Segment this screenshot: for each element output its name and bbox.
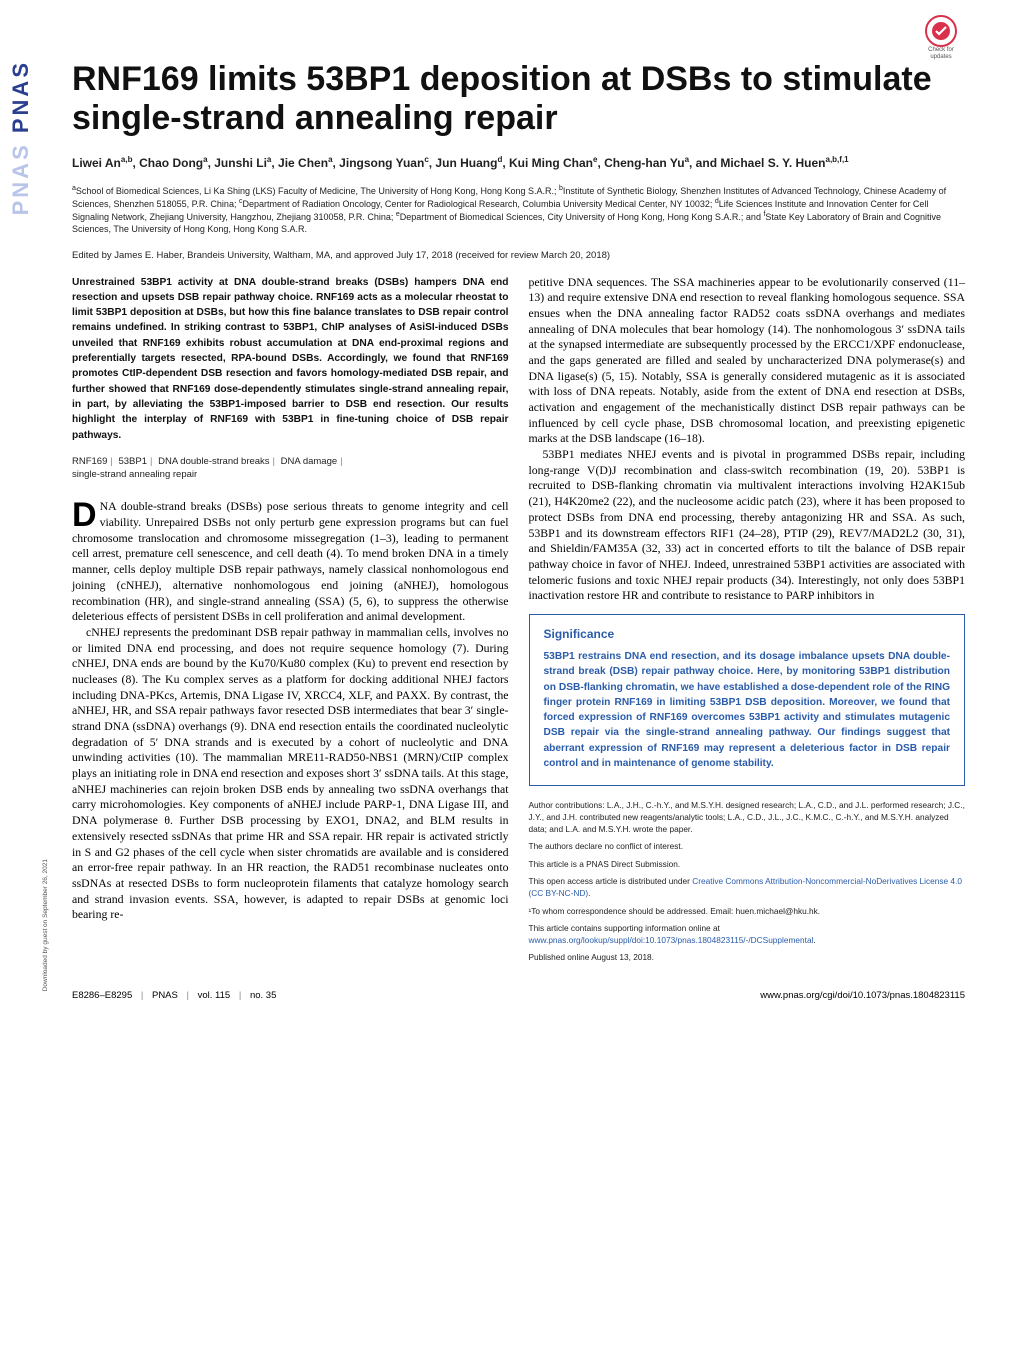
body-text-left: DNA double-strand breaks (DSBs) pose ser… — [72, 499, 509, 923]
correspondence: ¹To whom correspondence should be addres… — [529, 906, 966, 918]
keyword-4: DNA damage — [281, 456, 338, 467]
affiliations: aSchool of Biomedical Sciences, Li Ka Sh… — [72, 184, 965, 236]
direct-submission: This article is a PNAS Direct Submission… — [529, 859, 966, 871]
check-updates-label2: updates — [917, 54, 965, 61]
supplemental-link[interactable]: www.pnas.org/lookup/suppl/doi:10.1073/pn… — [529, 935, 814, 945]
supplemental-line: This article contains supporting informa… — [529, 923, 966, 946]
dropcap: D — [72, 501, 97, 530]
footer-journal: PNAS — [152, 990, 178, 1001]
keyword-5: single-strand annealing repair — [72, 469, 197, 480]
pnas-logo-sidebar: PNAS PNAS — [8, 60, 38, 215]
footer-no: no. 35 — [250, 990, 276, 1001]
body-right-p1: petitive DNA sequences. The SSA machiner… — [529, 275, 966, 448]
body-left-p1: NA double-strand breaks (DSBs) pose seri… — [72, 499, 509, 623]
pnas-logo-main: PNAS — [8, 60, 33, 133]
article-title: RNF169 limits 53BP1 deposition at DSBs t… — [72, 60, 965, 138]
check-for-updates-badge[interactable]: Check for updates — [917, 15, 965, 63]
right-column: petitive DNA sequences. The SSA machiner… — [529, 275, 966, 971]
footer-pages: E8286–E8295 — [72, 990, 132, 1001]
keywords: RNF169| 53BP1| DNA double-strand breaks|… — [72, 455, 509, 482]
edited-by: Edited by James E. Haber, Brandeis Unive… — [72, 250, 965, 261]
footer-vol: vol. 115 — [198, 990, 231, 1001]
keyword-2: 53BP1 — [118, 456, 147, 467]
page-footer: E8286–E8295 | PNAS | vol. 115 | no. 35 w… — [72, 986, 965, 1001]
pnas-logo-shadow: PNAS — [8, 142, 33, 215]
license-line: This open access article is distributed … — [529, 876, 966, 899]
keyword-3: DNA double-strand breaks — [158, 456, 269, 467]
body-right-p2: 53BP1 mediates NHEJ events and is pivota… — [529, 447, 966, 604]
keyword-1: RNF169 — [72, 456, 107, 467]
authors-list: Liwei Ana,b, Chao Donga, Junshi Lia, Jie… — [72, 154, 965, 172]
significance-box: Significance 53BP1 restrains DNA end res… — [529, 614, 966, 786]
significance-heading: Significance — [544, 627, 951, 641]
left-column: Unrestrained 53BP1 activity at DNA doubl… — [72, 275, 509, 971]
check-updates-icon — [925, 15, 957, 47]
footer-left: E8286–E8295 | PNAS | vol. 115 | no. 35 — [72, 990, 276, 1001]
footer-doi: www.pnas.org/cgi/doi/10.1073/pnas.180482… — [760, 990, 965, 1001]
conflict-of-interest: The authors declare no conflict of inter… — [529, 841, 966, 853]
downloaded-by: Downloaded by guest on September 26, 202… — [42, 859, 49, 991]
published-online: Published online August 13, 2018. — [529, 952, 966, 964]
check-updates-label1: Check for — [917, 47, 965, 54]
abstract: Unrestrained 53BP1 activity at DNA doubl… — [72, 275, 509, 443]
article-metadata: Author contributions: L.A., J.H., C.-h.Y… — [529, 800, 966, 964]
author-contributions: Author contributions: L.A., J.H., C.-h.Y… — [529, 800, 966, 835]
significance-body: 53BP1 restrains DNA end resection, and i… — [544, 649, 951, 771]
body-text-right: petitive DNA sequences. The SSA machiner… — [529, 275, 966, 604]
body-left-p2: cNHEJ represents the predominant DSB rep… — [72, 625, 509, 923]
